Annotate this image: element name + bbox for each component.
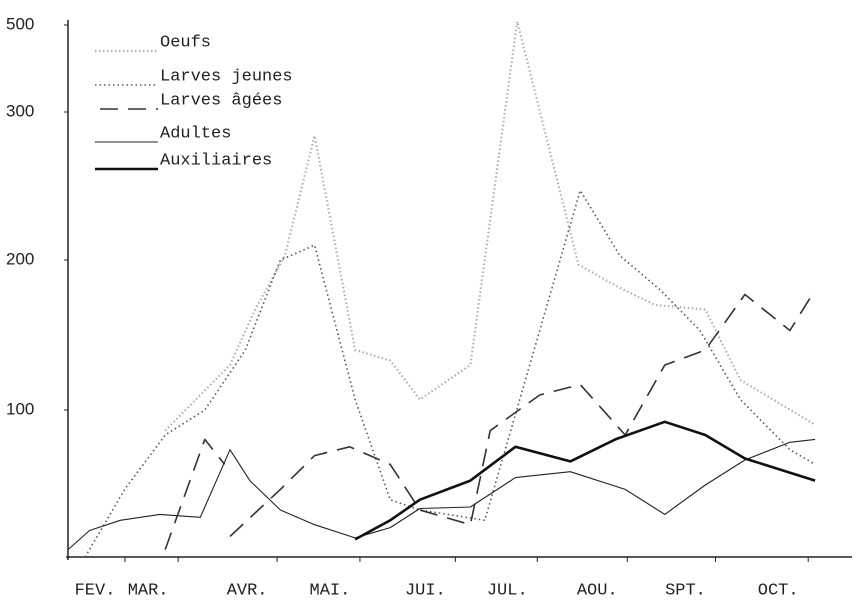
x-tick-label: JUL. bbox=[487, 581, 528, 600]
y-tick-label: 100 bbox=[6, 399, 34, 418]
x-tick-label: AOU. bbox=[577, 581, 618, 600]
legend-label: Larves âgées bbox=[160, 91, 282, 110]
series-line bbox=[164, 20, 816, 432]
x-tick-label: SPT. bbox=[665, 581, 706, 600]
x-tick-label: OCT. bbox=[758, 581, 799, 600]
x-tick-label: MAI. bbox=[310, 581, 351, 600]
series-line bbox=[164, 289, 816, 550]
legend-label: Oeufs bbox=[160, 33, 211, 52]
series-line bbox=[354, 420, 816, 541]
y-tick-label: 200 bbox=[6, 249, 34, 268]
x-tick-label: AVR. bbox=[227, 581, 268, 600]
x-tick-label: JUI. bbox=[405, 581, 446, 600]
legend-label: Adultes bbox=[160, 124, 231, 143]
series-line bbox=[84, 189, 816, 558]
y-tick-label: 300 bbox=[6, 101, 34, 120]
x-tick-label: FEV. bbox=[75, 581, 116, 600]
series-line bbox=[67, 438, 816, 551]
legend-label: Auxiliaires bbox=[160, 151, 272, 170]
legend-label: Larves jeunes bbox=[160, 67, 293, 86]
x-tick-label: MAR. bbox=[128, 581, 169, 600]
y-tick-label: 500 bbox=[6, 14, 34, 33]
